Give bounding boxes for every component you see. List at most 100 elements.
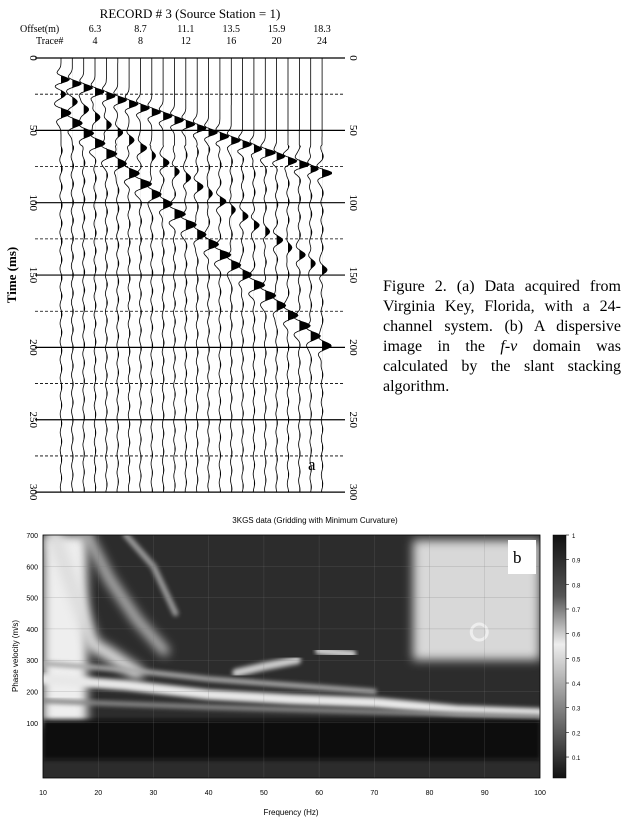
colorbar-label: 0.7 [572, 608, 581, 614]
time-tick-label: 200 [347, 339, 359, 356]
colorbar-label: 0.1 [572, 756, 581, 762]
trace-wiggle [101, 58, 118, 493]
trace-wiggle [168, 58, 186, 493]
x-tick-label: 50 [260, 790, 268, 797]
trace-number: 20 [272, 36, 282, 47]
caption-text: domain was calculated by the slant stack… [383, 338, 622, 395]
time-tick-label: 0 [27, 55, 39, 61]
trace-wiggle [226, 58, 242, 493]
trace-fill [310, 58, 321, 493]
y-tick-label: 700 [26, 533, 38, 540]
x-tick-label: 90 [481, 790, 489, 797]
trace-wiggle [203, 58, 220, 493]
image-spot [469, 622, 489, 642]
image-band [43, 673, 540, 719]
y-tick-label: 200 [26, 690, 38, 697]
figure-b-title: 3KGS data (Gridding with Minimum Curvatu… [232, 516, 398, 525]
offset-label: 11.1 [177, 24, 194, 35]
trace-number: 16 [226, 36, 236, 47]
time-tick-label: 100 [27, 194, 39, 211]
frequency-axis-label: Frequency (Hz) [263, 808, 318, 817]
velocity-axis-label: Phase velocity (m/s) [11, 620, 20, 692]
image-low [43, 719, 540, 760]
trace-wiggle [113, 58, 128, 493]
trace-wiggle [78, 58, 95, 493]
trace-wiggle [213, 58, 232, 493]
x-tick-label: 60 [315, 790, 323, 797]
trace-wiggle [259, 58, 277, 493]
trace-wiggle [192, 58, 207, 493]
trace-fill [242, 58, 252, 493]
trace-label: Trace# [36, 36, 63, 47]
trace-wiggle [282, 58, 299, 493]
plot-frame [42, 534, 541, 779]
caption-italic: f-v [500, 338, 518, 355]
caption: Figure 2. (a) Data acquired from Virgini… [383, 277, 621, 397]
trace-wiggle [272, 58, 287, 493]
y-tick-label: 100 [26, 721, 38, 728]
x-tick-label: 80 [426, 790, 434, 797]
trace-wiggle [54, 58, 72, 493]
time-tick-label: 150 [27, 267, 39, 284]
trace-wiggle [306, 58, 321, 493]
time-tick-label: 250 [347, 412, 359, 429]
time-tick-label: 250 [27, 412, 39, 429]
figure-a-title: RECORD # 3 (Source Station = 1) [100, 6, 281, 21]
image-band [315, 646, 357, 658]
trace-wiggle [248, 58, 266, 493]
trace-wiggle [237, 58, 253, 493]
x-tick-label: 30 [150, 790, 158, 797]
trace-number: 4 [93, 36, 98, 47]
panel-label-a: a [308, 455, 316, 474]
offset-label: 6.3 [89, 24, 102, 35]
colorbar-label: 0.8 [572, 583, 581, 589]
time-axis-label: Time (ms) [4, 247, 19, 303]
trace-fill [72, 58, 83, 493]
y-tick-label: 600 [26, 564, 38, 571]
time-tick-label: 0 [347, 55, 359, 61]
caption-text: Figure 2. (a) Data acquired from Virgini… [383, 278, 621, 355]
trace-wiggle [123, 58, 140, 493]
offset-label: 15.9 [268, 24, 286, 35]
colorbar-label: 0.6 [572, 633, 581, 639]
trace-wiggle [180, 58, 197, 493]
trace-number: 12 [181, 36, 191, 47]
trace-fill [117, 58, 127, 493]
colorbar-label: 0.4 [572, 682, 581, 688]
time-tick-label: 300 [27, 484, 39, 501]
time-tick-label: 50 [27, 125, 39, 137]
colorbar-label: 0.9 [572, 559, 581, 565]
trace-wiggle [147, 58, 162, 493]
y-tick-label: 300 [26, 658, 38, 665]
trace-wiggle [316, 58, 333, 493]
x-tick-label: 20 [94, 790, 102, 797]
trace-wiggle [293, 58, 311, 493]
offset-label: Offset(m) [20, 24, 59, 35]
colorbar [552, 534, 567, 779]
trace-wiggle [88, 58, 106, 493]
x-tick-label: 100 [534, 790, 546, 797]
panel-label-b: b [513, 548, 522, 567]
y-tick-label: 400 [26, 627, 38, 634]
time-tick-label: 300 [347, 484, 359, 501]
dispersion-image [43, 535, 540, 778]
colorbar-label: 0.5 [572, 657, 581, 663]
offset-label: 13.5 [223, 24, 241, 35]
colorbar-label: 0.2 [572, 731, 581, 737]
trace-fill [95, 58, 105, 493]
x-tick-label: 10 [39, 790, 47, 797]
time-tick-label: 50 [347, 125, 359, 137]
trace-wiggle [158, 58, 173, 493]
time-tick-label: 200 [27, 339, 39, 356]
trace-fill [129, 58, 140, 493]
trace-number: 8 [138, 36, 143, 47]
time-tick-label: 150 [347, 267, 359, 284]
y-tick-label: 500 [26, 596, 38, 603]
image-band [43, 698, 540, 720]
trace-wiggle [66, 58, 83, 493]
trace-number: 24 [317, 36, 327, 47]
offset-label: 8.7 [134, 24, 147, 35]
trace-fill [299, 58, 311, 493]
